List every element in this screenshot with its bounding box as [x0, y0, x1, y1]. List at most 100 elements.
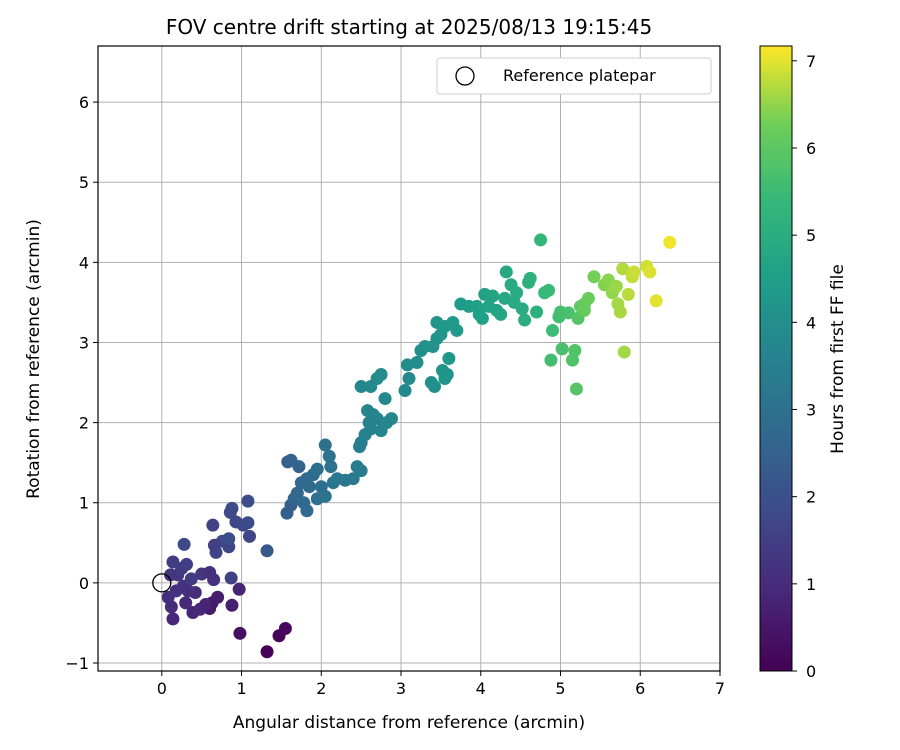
data-point [530, 305, 544, 319]
y-tick-label: 1 [79, 494, 89, 513]
data-point [225, 501, 239, 515]
data-point [577, 303, 591, 317]
legend-entry-reference-platepar: Reference platepar [503, 66, 656, 85]
data-point [402, 372, 416, 386]
y-axis-label: Rotation from reference (arcmin) [24, 219, 44, 499]
data-point [378, 392, 392, 406]
data-point [260, 645, 274, 659]
colorbar-tick-label: 2 [806, 488, 816, 507]
plot-frame [97, 45, 721, 672]
data-point [324, 460, 338, 474]
data-point [300, 504, 314, 518]
data-point [164, 568, 178, 582]
data-point [627, 265, 641, 279]
data-points [161, 233, 677, 659]
x-axis-ticks: 0 1 2 3 4 5 6 7 [157, 671, 725, 698]
data-point [663, 235, 677, 249]
data-point [222, 532, 236, 546]
y-tick-label: 0 [79, 574, 89, 593]
data-point [346, 472, 360, 486]
colorbar-tick-label: 5 [806, 226, 816, 245]
data-point [398, 384, 412, 398]
x-tick-label: 2 [316, 679, 326, 698]
data-point [442, 352, 456, 365]
data-point [260, 544, 274, 558]
colorbar-label: Hours from first FF file [828, 264, 848, 454]
y-tick-label: 6 [79, 93, 89, 112]
data-point [587, 270, 601, 284]
data-point [290, 486, 304, 500]
data-point [179, 596, 193, 610]
y-tick-label: 4 [79, 253, 89, 272]
data-point [569, 382, 583, 396]
data-point [211, 590, 225, 604]
data-point [354, 464, 368, 478]
data-point [374, 368, 388, 382]
data-point [542, 283, 556, 297]
data-point [278, 622, 292, 636]
x-tick-label: 5 [555, 679, 565, 698]
data-point [181, 584, 195, 598]
colorbar-ticks: 0 1 2 3 4 5 6 7 [792, 52, 816, 681]
data-point [207, 538, 221, 552]
x-tick-label: 3 [396, 679, 406, 698]
data-point [613, 305, 627, 319]
x-tick-label: 6 [635, 679, 645, 698]
data-point [643, 265, 657, 279]
colorbar-tick-label: 6 [806, 139, 816, 158]
data-point [428, 380, 442, 394]
data-point [534, 233, 548, 247]
data-point [310, 462, 324, 476]
x-tick-label: 0 [157, 679, 167, 698]
data-point [318, 438, 332, 452]
data-point [322, 449, 336, 463]
data-point [233, 626, 247, 640]
data-point [207, 573, 221, 587]
data-point [561, 306, 575, 320]
data-point [224, 571, 238, 585]
data-point [581, 291, 595, 305]
y-axis-ticks: −1 0 1 2 3 4 5 6 [65, 93, 98, 673]
data-point [206, 518, 220, 532]
y-tick-label: 3 [79, 333, 89, 352]
chart-title: FOV centre drift starting at 2025/08/13 … [166, 15, 652, 39]
data-point [621, 287, 635, 301]
grid-lines [98, 46, 721, 671]
data-point [225, 598, 239, 612]
y-tick-label: 5 [79, 173, 89, 192]
legend-marker-hollow-circle [455, 66, 475, 86]
data-point [166, 612, 180, 626]
colorbar-tick-label: 7 [806, 52, 816, 71]
reference-point [152, 573, 172, 593]
x-tick-label: 1 [236, 679, 246, 698]
data-point [241, 516, 255, 530]
colorbar-tick-label: 3 [806, 400, 816, 419]
y-tick-label: 2 [79, 414, 89, 433]
data-point [410, 356, 424, 370]
data-point [523, 271, 537, 285]
data-point [544, 353, 558, 367]
x-axis-label: Angular distance from reference (arcmin) [233, 713, 585, 733]
data-point [518, 313, 532, 327]
data-point [609, 279, 623, 293]
data-point [555, 342, 569, 356]
data-point [232, 582, 246, 596]
data-point [177, 537, 191, 551]
data-point [568, 343, 582, 357]
data-point [169, 584, 183, 598]
data-point [292, 460, 306, 474]
legend: Reference platepar [436, 57, 712, 95]
data-point [440, 368, 454, 382]
y-tick-label: −1 [65, 654, 89, 673]
data-point [241, 494, 255, 508]
data-point [494, 307, 508, 321]
data-point [366, 408, 380, 422]
data-point [199, 597, 213, 611]
legend-box [436, 57, 712, 95]
data-point [617, 345, 631, 359]
data-point [475, 311, 489, 325]
data-point [616, 262, 630, 276]
data-point [302, 480, 316, 494]
data-point [649, 294, 663, 308]
